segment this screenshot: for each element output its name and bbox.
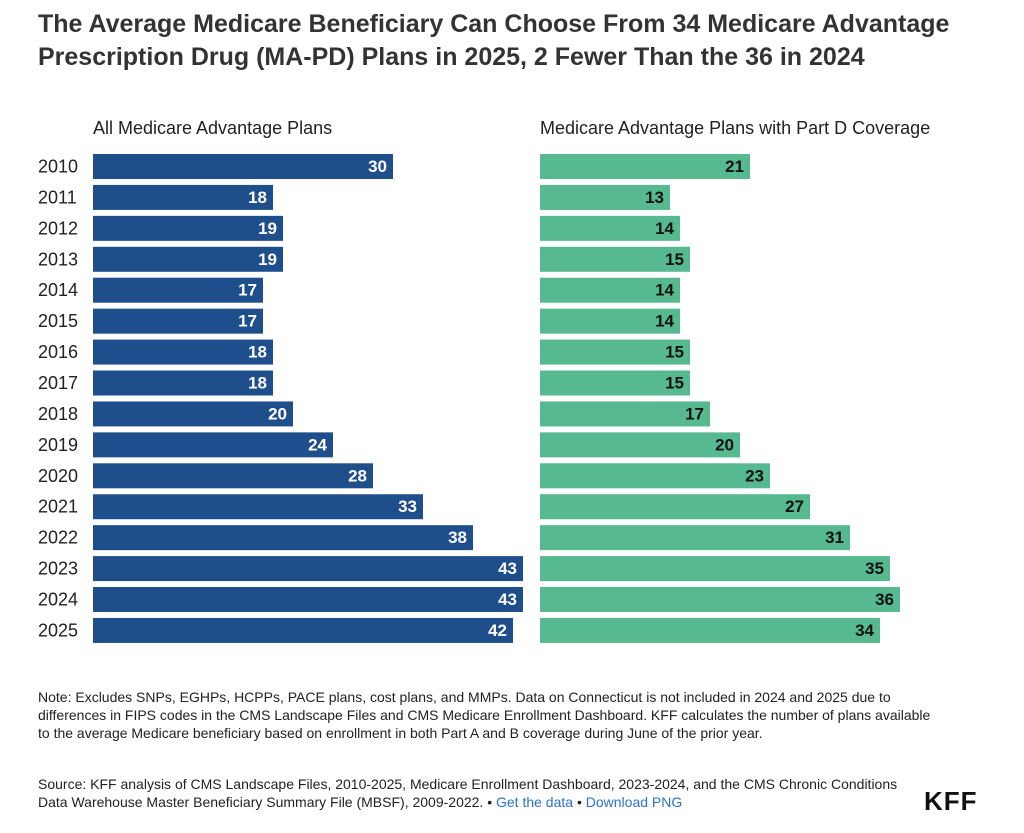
year-label-2023: 2023 bbox=[38, 559, 78, 579]
year-label-2016: 2016 bbox=[38, 342, 78, 362]
source-separator: • bbox=[576, 794, 582, 810]
year-label-2019: 2019 bbox=[38, 435, 78, 455]
bar-all-2022 bbox=[93, 525, 473, 551]
value-label-mapd-2012: 14 bbox=[655, 219, 674, 238]
value-label-all-2012: 19 bbox=[258, 219, 277, 238]
value-label-mapd-2018: 17 bbox=[685, 404, 704, 423]
panel-title-ma-pd: Medicare Advantage Plans with Part D Cov… bbox=[540, 118, 930, 138]
year-label-2021: 2021 bbox=[38, 497, 78, 517]
value-label-mapd-2021: 27 bbox=[785, 497, 804, 516]
bar-chart: 2010201120122013201420152016201720182019… bbox=[38, 118, 930, 643]
bar-all-2025 bbox=[93, 617, 513, 643]
value-label-all-2011: 18 bbox=[248, 188, 267, 207]
bar-all-2011 bbox=[93, 184, 273, 210]
bar-mapd-2010 bbox=[540, 154, 750, 179]
bar-mapd-2012 bbox=[540, 215, 680, 241]
bar-all-2014 bbox=[93, 277, 263, 303]
bar-all-2024 bbox=[93, 587, 523, 613]
value-label-all-2016: 18 bbox=[248, 343, 267, 362]
value-label-all-2015: 17 bbox=[238, 312, 257, 331]
value-label-mapd-2014: 14 bbox=[655, 281, 674, 300]
value-label-mapd-2015: 14 bbox=[655, 312, 674, 331]
value-label-all-2022: 38 bbox=[448, 528, 467, 547]
bar-mapd-2019 bbox=[540, 432, 740, 458]
year-label-2013: 2013 bbox=[38, 249, 78, 269]
bar-mapd-2024 bbox=[540, 587, 900, 613]
bar-all-2021 bbox=[93, 494, 423, 520]
value-label-mapd-2016: 15 bbox=[665, 343, 684, 362]
year-label-2024: 2024 bbox=[38, 590, 78, 610]
bar-mapd-2021 bbox=[540, 494, 810, 520]
value-label-mapd-2023: 35 bbox=[865, 559, 884, 578]
year-label-2015: 2015 bbox=[38, 311, 78, 331]
value-label-all-2024: 43 bbox=[498, 590, 517, 609]
source-text: Source: KFF analysis of CMS Landscape Fi… bbox=[38, 776, 898, 810]
year-label-2014: 2014 bbox=[38, 280, 78, 300]
year-label-2010: 2010 bbox=[38, 157, 78, 177]
bar-mapd-2022 bbox=[540, 525, 850, 551]
bar-mapd-2018 bbox=[540, 401, 710, 427]
value-label-all-2018: 20 bbox=[268, 404, 287, 423]
chart-title: The Average Medicare Beneficiary Can Cho… bbox=[38, 10, 950, 71]
bar-all-2016 bbox=[93, 339, 273, 365]
kff-logo: KFF bbox=[924, 786, 978, 816]
year-label-2022: 2022 bbox=[38, 528, 78, 548]
bar-mapd-2013 bbox=[540, 246, 690, 272]
bar-all-2012 bbox=[93, 215, 283, 241]
value-label-all-2017: 18 bbox=[248, 374, 267, 393]
value-label-all-2010: 30 bbox=[368, 157, 387, 176]
value-label-all-2019: 24 bbox=[308, 435, 327, 454]
bar-all-2010 bbox=[93, 154, 393, 179]
value-label-mapd-2010: 21 bbox=[725, 157, 744, 176]
bar-mapd-2025 bbox=[540, 617, 880, 643]
download-png-link[interactable]: Download PNG bbox=[585, 794, 683, 810]
year-label-2018: 2018 bbox=[38, 404, 78, 424]
value-label-mapd-2022: 31 bbox=[825, 528, 844, 547]
get-data-link[interactable]: Get the data bbox=[496, 794, 574, 810]
value-label-mapd-2020: 23 bbox=[745, 466, 764, 485]
bar-all-2018 bbox=[93, 401, 293, 427]
value-label-all-2014: 17 bbox=[238, 281, 257, 300]
bar-all-2020 bbox=[93, 463, 373, 489]
value-label-all-2025: 42 bbox=[488, 621, 507, 640]
bar-all-2013 bbox=[93, 246, 283, 272]
source-line: Source: KFF analysis of CMS Landscape Fi… bbox=[38, 775, 918, 811]
value-label-mapd-2019: 20 bbox=[715, 435, 734, 454]
bar-mapd-2020 bbox=[540, 463, 770, 489]
bar-mapd-2016 bbox=[540, 339, 690, 365]
year-label-2025: 2025 bbox=[38, 620, 78, 640]
bar-mapd-2011 bbox=[540, 184, 670, 210]
value-label-mapd-2025: 34 bbox=[855, 621, 874, 640]
chart-note: Note: Excludes SNPs, EGHPs, HCPPs, PACE … bbox=[38, 689, 931, 741]
year-label-2012: 2012 bbox=[38, 218, 78, 238]
bar-mapd-2015 bbox=[540, 308, 680, 334]
value-label-mapd-2024: 36 bbox=[875, 590, 894, 609]
value-label-all-2020: 28 bbox=[348, 466, 367, 485]
year-label-2020: 2020 bbox=[38, 466, 78, 486]
bar-all-2015 bbox=[93, 308, 263, 334]
bar-mapd-2023 bbox=[540, 556, 890, 582]
bar-all-2017 bbox=[93, 370, 273, 396]
bar-all-2019 bbox=[93, 432, 333, 458]
value-label-all-2021: 33 bbox=[398, 497, 417, 516]
bar-all-2023 bbox=[93, 556, 523, 582]
value-label-mapd-2011: 13 bbox=[645, 188, 664, 207]
value-label-all-2013: 19 bbox=[258, 250, 277, 269]
year-label-2017: 2017 bbox=[38, 373, 78, 393]
value-label-mapd-2013: 15 bbox=[665, 250, 684, 269]
value-label-all-2023: 43 bbox=[498, 559, 517, 578]
bar-mapd-2017 bbox=[540, 370, 690, 396]
bar-mapd-2014 bbox=[540, 277, 680, 303]
value-label-mapd-2017: 15 bbox=[665, 374, 684, 393]
year-label-2011: 2011 bbox=[38, 187, 77, 207]
panel-title-all-ma: All Medicare Advantage Plans bbox=[93, 118, 332, 138]
